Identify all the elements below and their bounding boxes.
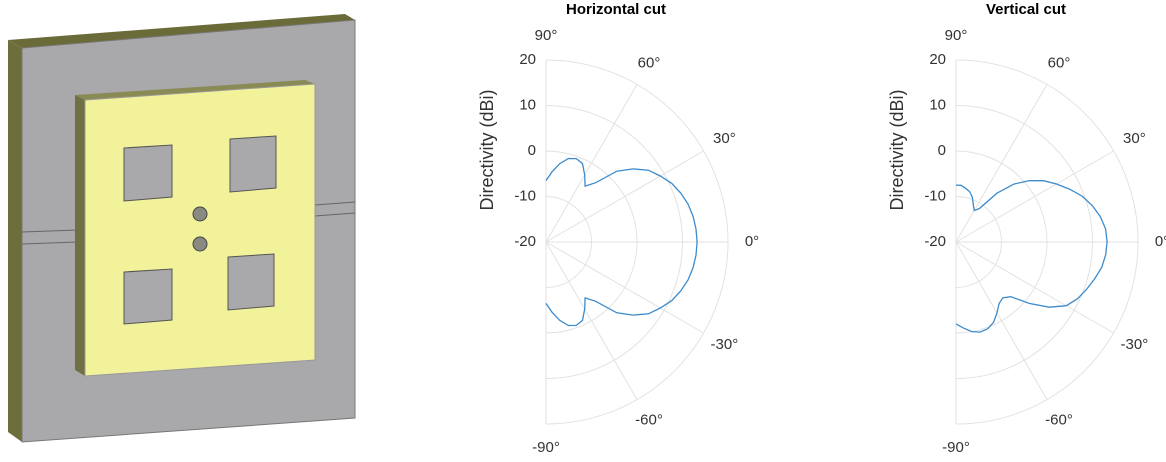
grid-spoke: [956, 242, 1047, 400]
grid-spoke: [956, 84, 1047, 242]
slot: [124, 269, 172, 324]
r-tick-label: 20: [929, 51, 946, 68]
angle-tick-label: 90°: [945, 27, 968, 44]
feed-pin: [193, 237, 207, 251]
grid-spoke: [956, 242, 1114, 333]
angle-tick-label: -90°: [532, 439, 560, 456]
angle-tick-label: -60°: [1045, 411, 1073, 428]
patch-side: [75, 95, 85, 376]
angle-tick-label: 0°: [1155, 233, 1166, 250]
slot: [124, 145, 172, 201]
r-tick-label: 0: [938, 142, 946, 159]
r-tick-label: -10: [924, 187, 946, 204]
angle-tick-label: -90°: [942, 439, 970, 456]
angle-tick-label: 60°: [1048, 55, 1071, 72]
polar-plot: 20 10 0 -10 -20 90° 60° 30° 0° -30° -60° -90° Vertic…: [887, 1, 1166, 456]
patch-face: [85, 84, 315, 376]
r-tick-label: 10: [929, 96, 946, 113]
angle-tick-label: -60°: [635, 411, 663, 428]
angle-tick-label: -30°: [1121, 336, 1149, 353]
r-tick-label: 10: [519, 96, 536, 113]
r-tick-label: -20: [924, 233, 946, 250]
antenna-render: [8, 14, 355, 442]
chart-title: Horizontal cut: [566, 1, 666, 18]
r-tick-label: 20: [519, 51, 536, 68]
grid-spoke: [956, 151, 1114, 242]
chart-title: Vertical cut: [986, 1, 1066, 18]
grid-spoke: [546, 151, 704, 242]
slot: [228, 254, 274, 310]
page: {"chart_data": [ {"type": "polar", "titl…: [0, 0, 1166, 462]
figure: 20 10 0 -10 -20 90° 60° 30° 0° -30° -60° -90° Horizo…: [0, 0, 1166, 457]
polar-plot: 20 10 0 -10 -20 90° 60° 30° 0° -30° -60° -90° Horizo…: [477, 1, 759, 456]
angle-tick-label: 90°: [535, 27, 558, 44]
y-axis-label: Directivity (dBi): [887, 89, 907, 210]
angle-tick-label: 0°: [745, 233, 759, 250]
slot: [230, 136, 276, 192]
feed-pin: [193, 207, 207, 221]
angle-tick-label: 30°: [713, 130, 736, 147]
grid-spoke: [546, 242, 704, 333]
angle-tick-label: 60°: [638, 55, 661, 72]
angle-tick-label: 30°: [1123, 130, 1146, 147]
r-tick-label: -20: [514, 233, 536, 250]
angle-tick-label: -30°: [711, 336, 739, 353]
r-tick-label: 0: [528, 142, 536, 159]
r-tick-label: -10: [514, 187, 536, 204]
y-axis-label: Directivity (dBi): [477, 89, 497, 210]
plate-side: [8, 40, 22, 442]
